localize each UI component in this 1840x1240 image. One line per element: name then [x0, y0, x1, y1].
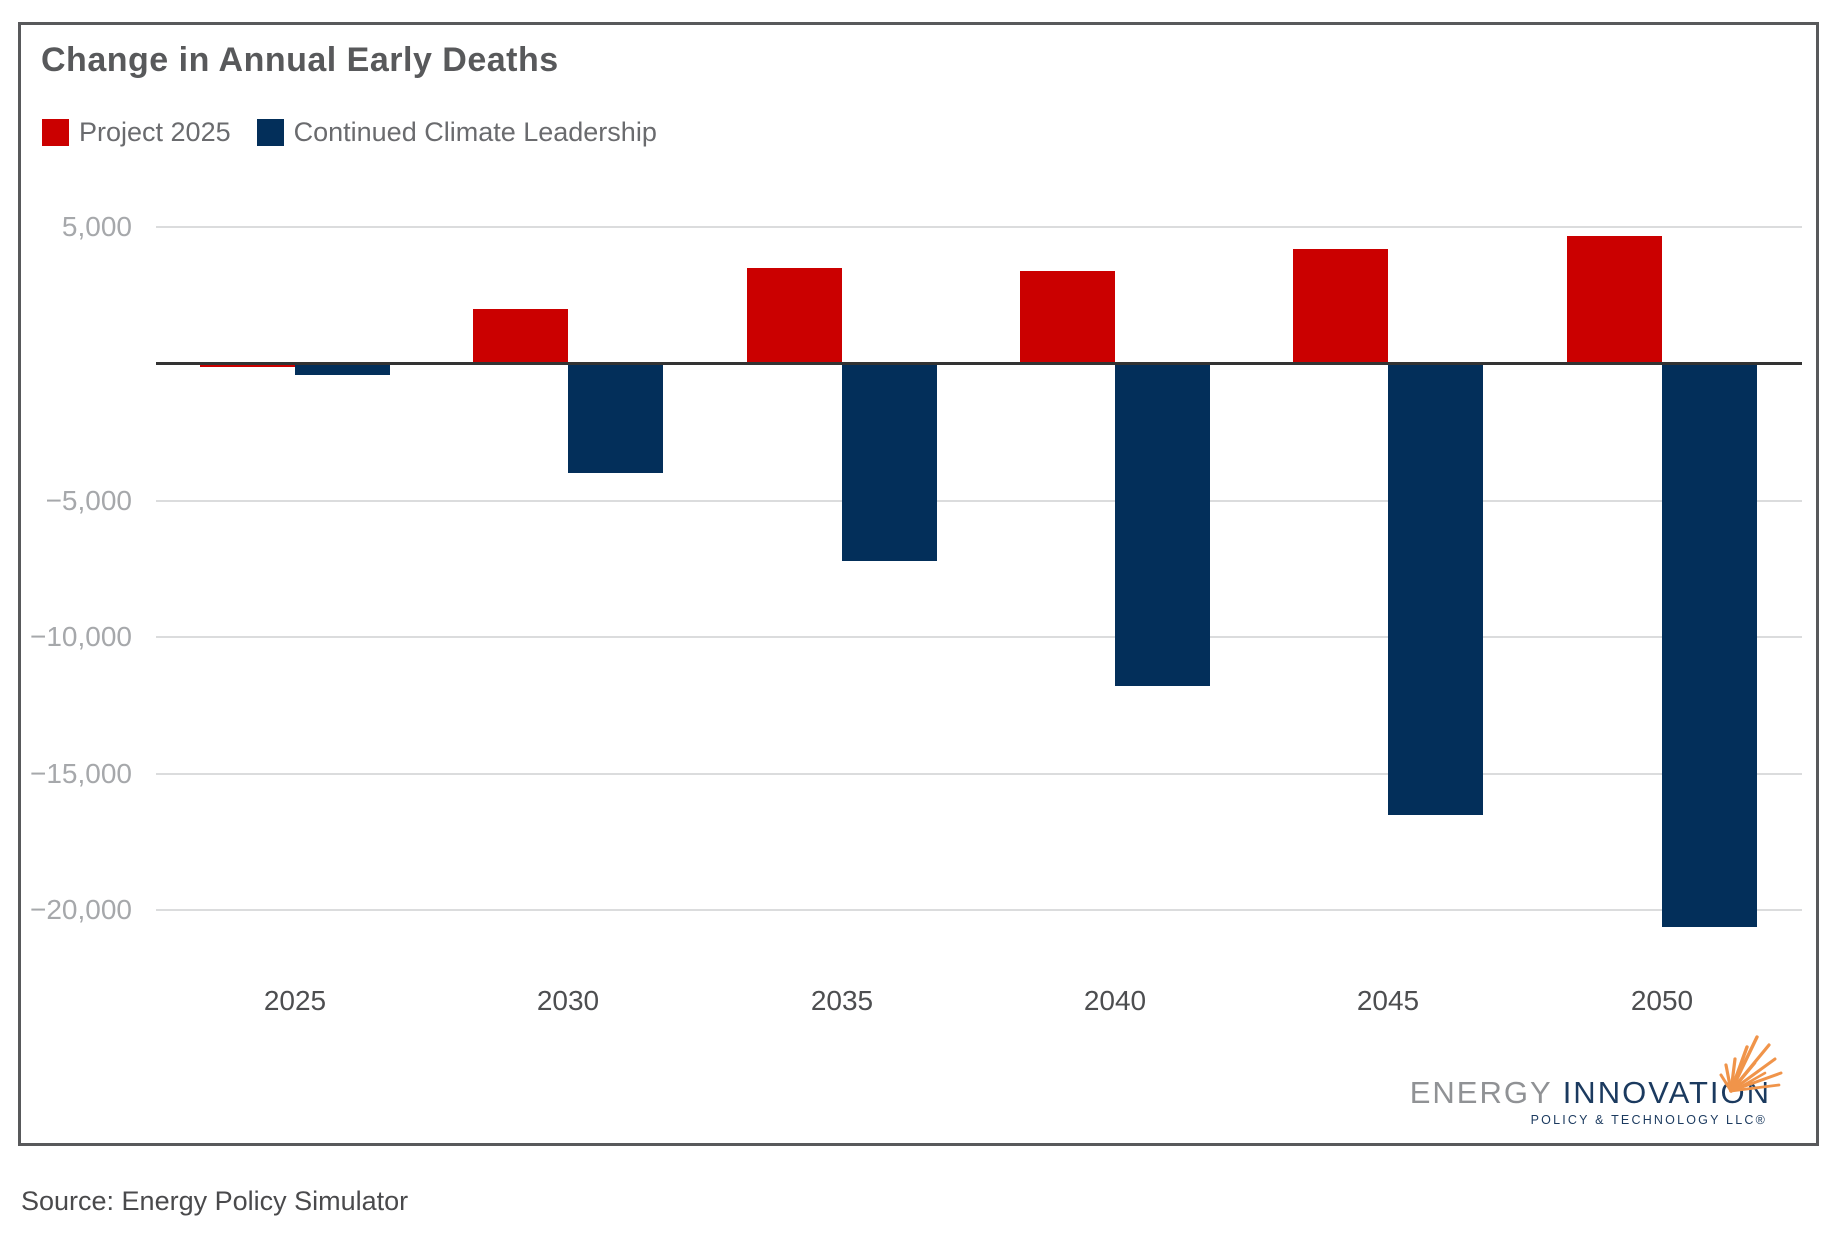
y-tick-label--15000: −15,000 [30, 758, 132, 789]
y-tick-label-5000: 5,000 [61, 211, 132, 242]
bar-project-2025-2025 [200, 364, 295, 367]
logo-word-energy: ENERGY [1409, 1075, 1553, 1110]
legend-swatch-continued-climate-leadership [256, 119, 284, 146]
sunburst-icon [1719, 1035, 1783, 1093]
legend-label-project-2025: Project 2025 [79, 117, 231, 147]
chart-panel: Change in Annual Early Deaths Project 20… [18, 22, 1819, 1146]
zero-axis-line [156, 362, 1802, 365]
legend: Project 2025 Continued Climate Leadershi… [42, 117, 657, 148]
bar-continued-climate-leadership-2045 [1388, 364, 1483, 815]
gridline-5000 [156, 226, 1802, 228]
bar-project-2025-2030 [473, 309, 568, 364]
legend-label-continued-climate-leadership: Continued Climate Leadership [293, 117, 657, 147]
gridline--10000 [156, 636, 1802, 638]
bar-continued-climate-leadership-2040 [1115, 364, 1210, 686]
plot-area: 5,000 −5,000 −10,000 −15,000 −20,000 2025 2030… [21, 25, 1816, 1143]
bar-project-2025-2045 [1293, 249, 1388, 364]
legend-item-continued-climate-leadership: Continued Climate Leadership [256, 117, 657, 148]
y-tick-label--10000: −10,000 [30, 621, 132, 652]
y-tick-label--5000: −5,000 [45, 485, 132, 516]
legend-item-project-2025: Project 2025 [42, 117, 231, 148]
gridline--5000 [156, 500, 1802, 502]
y-tick-label--20000: −20,000 [30, 894, 132, 925]
bar-continued-climate-leadership-2030 [568, 364, 663, 473]
bar-continued-climate-leadership-2050 [1662, 364, 1757, 927]
gridline--15000 [156, 773, 1802, 775]
x-tick-label-2030: 2030 [536, 985, 600, 1016]
bar-continued-climate-leadership-2035 [842, 364, 937, 561]
bar-project-2025-2040 [1020, 271, 1115, 364]
chart-title: Change in Annual Early Deaths [41, 41, 559, 79]
logo-row: ENERGY INNOVATION POLICY & TEC [1410, 1035, 1783, 1127]
bar-continued-climate-leadership-2025 [295, 364, 390, 375]
source-note: Source: Energy Policy Simulator [21, 1186, 409, 1216]
logo-subtext: POLICY & TECHNOLOGY LLC® [1530, 1113, 1767, 1127]
x-tick-label-2040: 2040 [1083, 985, 1147, 1016]
x-tick-label-2045: 2045 [1356, 985, 1420, 1016]
x-tick-label-2025: 2025 [263, 985, 327, 1016]
logo-wordmark: ENERGY INNOVATION [1410, 1075, 1771, 1110]
x-tick-label-2050: 2050 [1630, 985, 1694, 1016]
gridline--20000 [156, 909, 1802, 911]
energy-innovation-logo: ENERGY INNOVATION POLICY & TEC [1410, 1035, 1783, 1129]
legend-swatch-project-2025 [42, 119, 69, 146]
x-tick-label-2035: 2035 [810, 985, 874, 1016]
bar-project-2025-2035 [747, 268, 842, 364]
bar-project-2025-2050 [1567, 236, 1662, 364]
